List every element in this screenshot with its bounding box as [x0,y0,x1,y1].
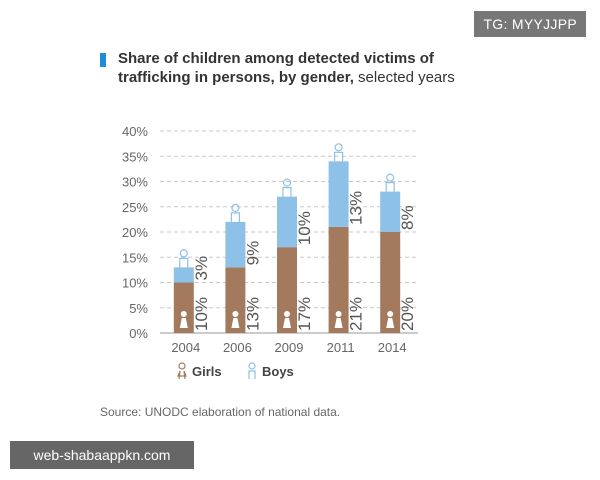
y-tick-label: 10% [122,276,148,291]
girl-icon [334,311,343,328]
bar-boys [173,267,194,283]
watermark: web-shabaappkn.com [10,441,194,469]
y-tick-label: 40% [122,124,148,139]
chart-title-normal: selected years [353,69,455,86]
y-tick-label: 25% [122,200,148,215]
boy-icon [385,173,395,192]
chart-title-bold: Share of children among detected victims… [118,50,434,86]
boy-icon [230,203,240,222]
data-label-girls: 13% [243,297,262,331]
data-label-boys: 13% [347,191,366,225]
girl-icon [176,362,188,383]
bar-girls [225,267,246,333]
data-label-boys: 3% [192,256,211,281]
bar-boys [225,221,246,268]
y-tick-label: 35% [122,149,148,164]
telegram-badge: TG: MYYJJPP [474,11,586,37]
data-label-boys: 10% [295,211,314,245]
girl-icon [231,311,240,328]
y-tick-label: 0% [129,326,148,341]
data-label-girls: 10% [192,297,211,331]
data-label-boys: 8% [398,205,417,230]
data-label-boys: 9% [243,241,262,266]
x-tick-label: 2014 [378,340,407,355]
x-tick-label: 2009 [275,340,304,355]
girl-icon [283,311,291,328]
legend-boys-label: Boys [262,363,294,379]
y-tick-label: 30% [122,175,148,190]
girl-icon [179,311,188,328]
data-label-girls: 21% [347,297,366,331]
bar-girls [380,232,401,333]
boy-icon [334,143,344,162]
data-label-girls: 20% [398,297,417,331]
legend-boys: Boys [246,362,294,383]
legend-girls: Girls [176,362,222,383]
bar-girls [277,247,297,333]
bar-girls [173,282,194,333]
boy-icon [282,178,292,197]
bar-boys [277,196,297,248]
chart-title: Share of children among detected victims… [118,49,498,87]
title-accent-bar [100,53,106,67]
y-tick-label: 20% [122,225,148,240]
x-tick-label: 2006 [223,340,252,355]
boy-icon [246,362,258,383]
bar-girls [328,226,349,333]
y-tick-label: 15% [122,250,148,265]
y-tick-label: 5% [129,301,148,316]
bar-boys [328,161,349,227]
x-tick-label: 2011 [327,340,355,355]
source-note: Source: UNODC elaboration of national da… [100,405,341,419]
boy-icon [179,249,189,268]
legend-girls-label: Girls [192,363,222,379]
x-tick-label: 2004 [171,340,200,355]
data-label-girls: 17% [295,297,314,331]
bar-boys [380,191,401,232]
girl-icon [386,311,395,328]
